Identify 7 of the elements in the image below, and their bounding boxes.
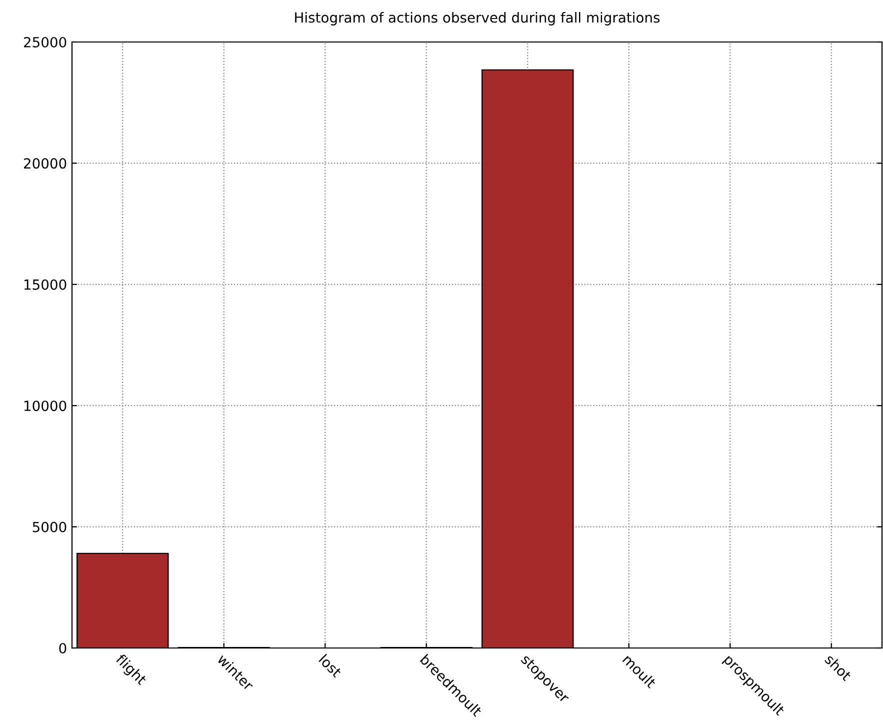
- y-tick-label: 25000: [24, 36, 66, 48]
- y-tick-label: 20000: [24, 158, 66, 169]
- y-tick-label: 5000: [32, 522, 66, 532]
- y-tick-label: 10000: [24, 400, 66, 412]
- y-tick-label: 15000: [24, 279, 66, 290]
- y-tick-label: 0: [59, 642, 66, 654]
- chart-title: Histogram of actions observed during fall migrations: [295, 12, 660, 26]
